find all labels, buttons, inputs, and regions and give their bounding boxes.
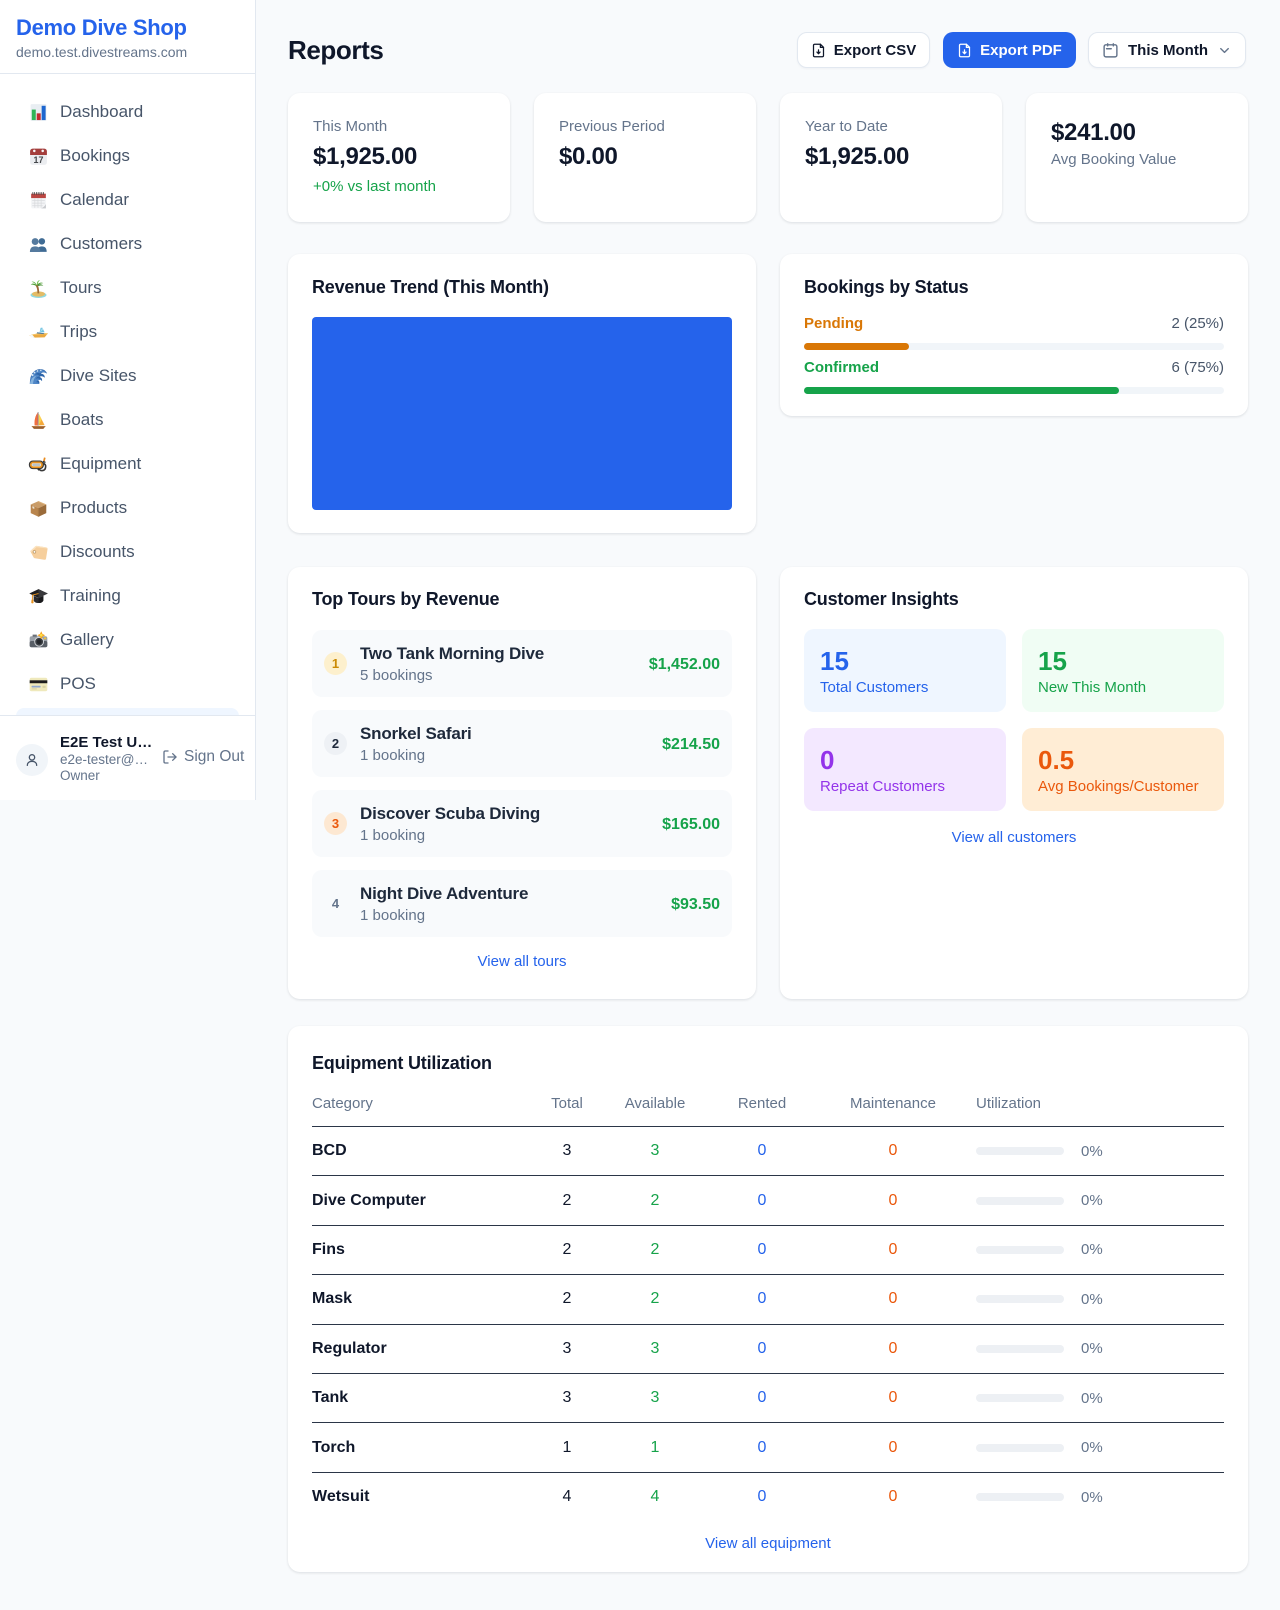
svg-text:17: 17 bbox=[34, 154, 44, 164]
